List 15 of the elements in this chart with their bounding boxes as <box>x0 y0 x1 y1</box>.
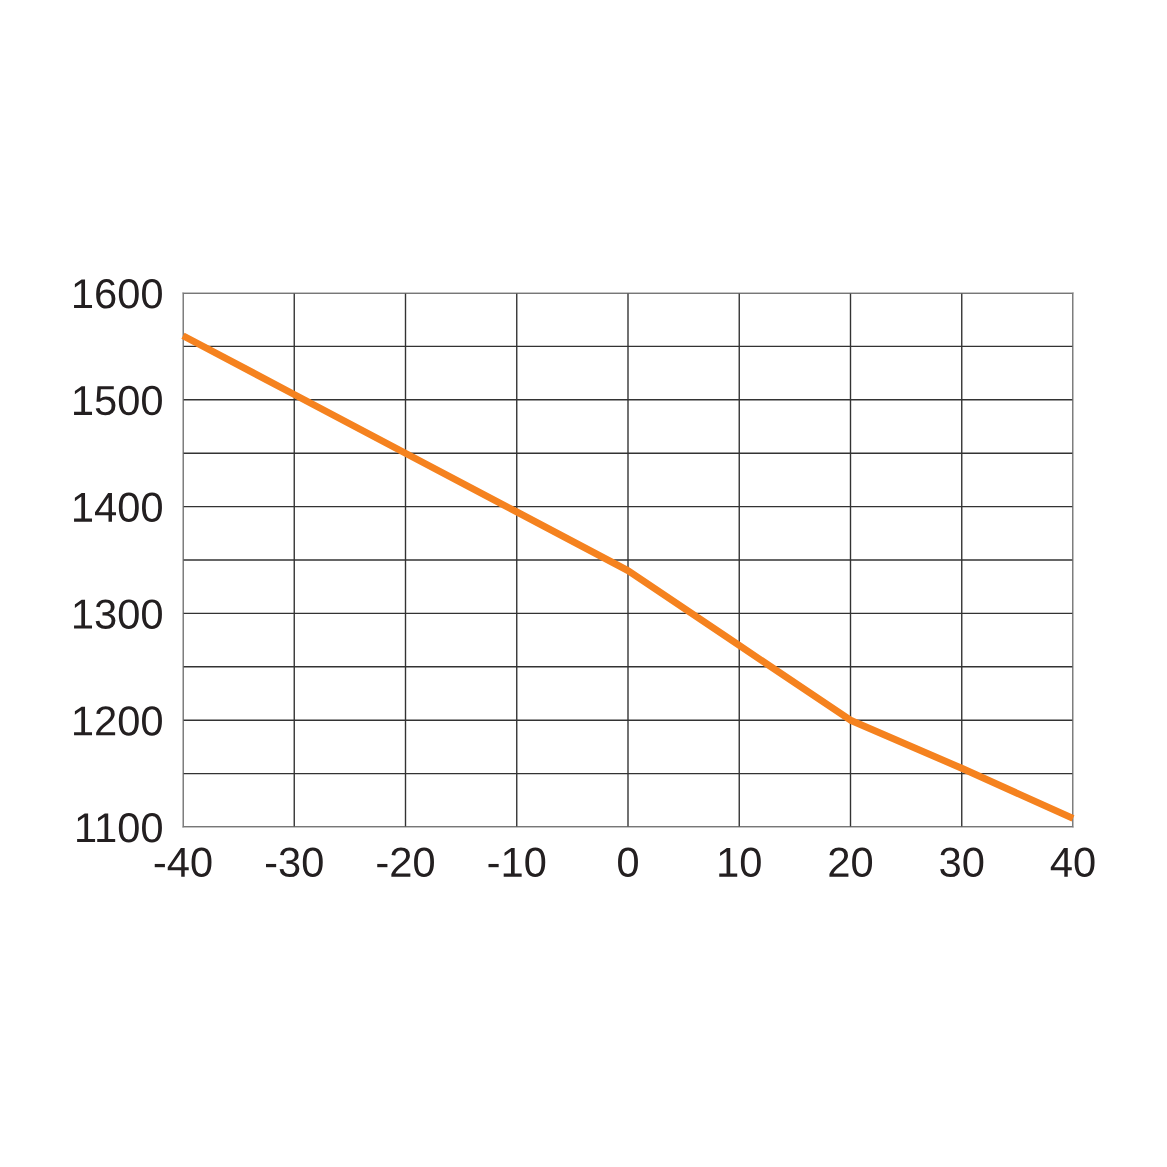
x-tick-label: 10 <box>719 847 761 878</box>
x-tick-label: -10 <box>488 847 546 878</box>
x-tick-label: -20 <box>377 847 434 878</box>
y-tick-label: 1400 <box>74 492 162 523</box>
x-tick-label: -30 <box>265 847 323 878</box>
x-tick-label: 0 <box>618 847 638 878</box>
y-tick-label: 1600 <box>74 279 162 309</box>
y-tick-label: 1500 <box>74 385 162 416</box>
x-tick-label: 20 <box>829 847 873 878</box>
x-tick-label: 30 <box>940 847 984 878</box>
x-tick-label: -40 <box>154 847 212 878</box>
x-tick-label: 40 <box>1050 847 1095 878</box>
y-tick-label: 1200 <box>74 706 162 736</box>
y-tick-label: 1300 <box>74 599 162 629</box>
y-tick-label: 1100 <box>77 813 162 843</box>
